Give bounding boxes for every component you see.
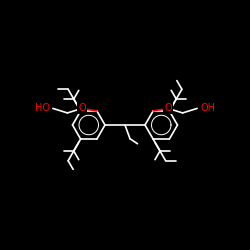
Text: O: O [78, 104, 86, 114]
Text: O: O [164, 104, 172, 114]
Text: OH: OH [200, 104, 215, 114]
Text: HO: HO [35, 104, 50, 114]
